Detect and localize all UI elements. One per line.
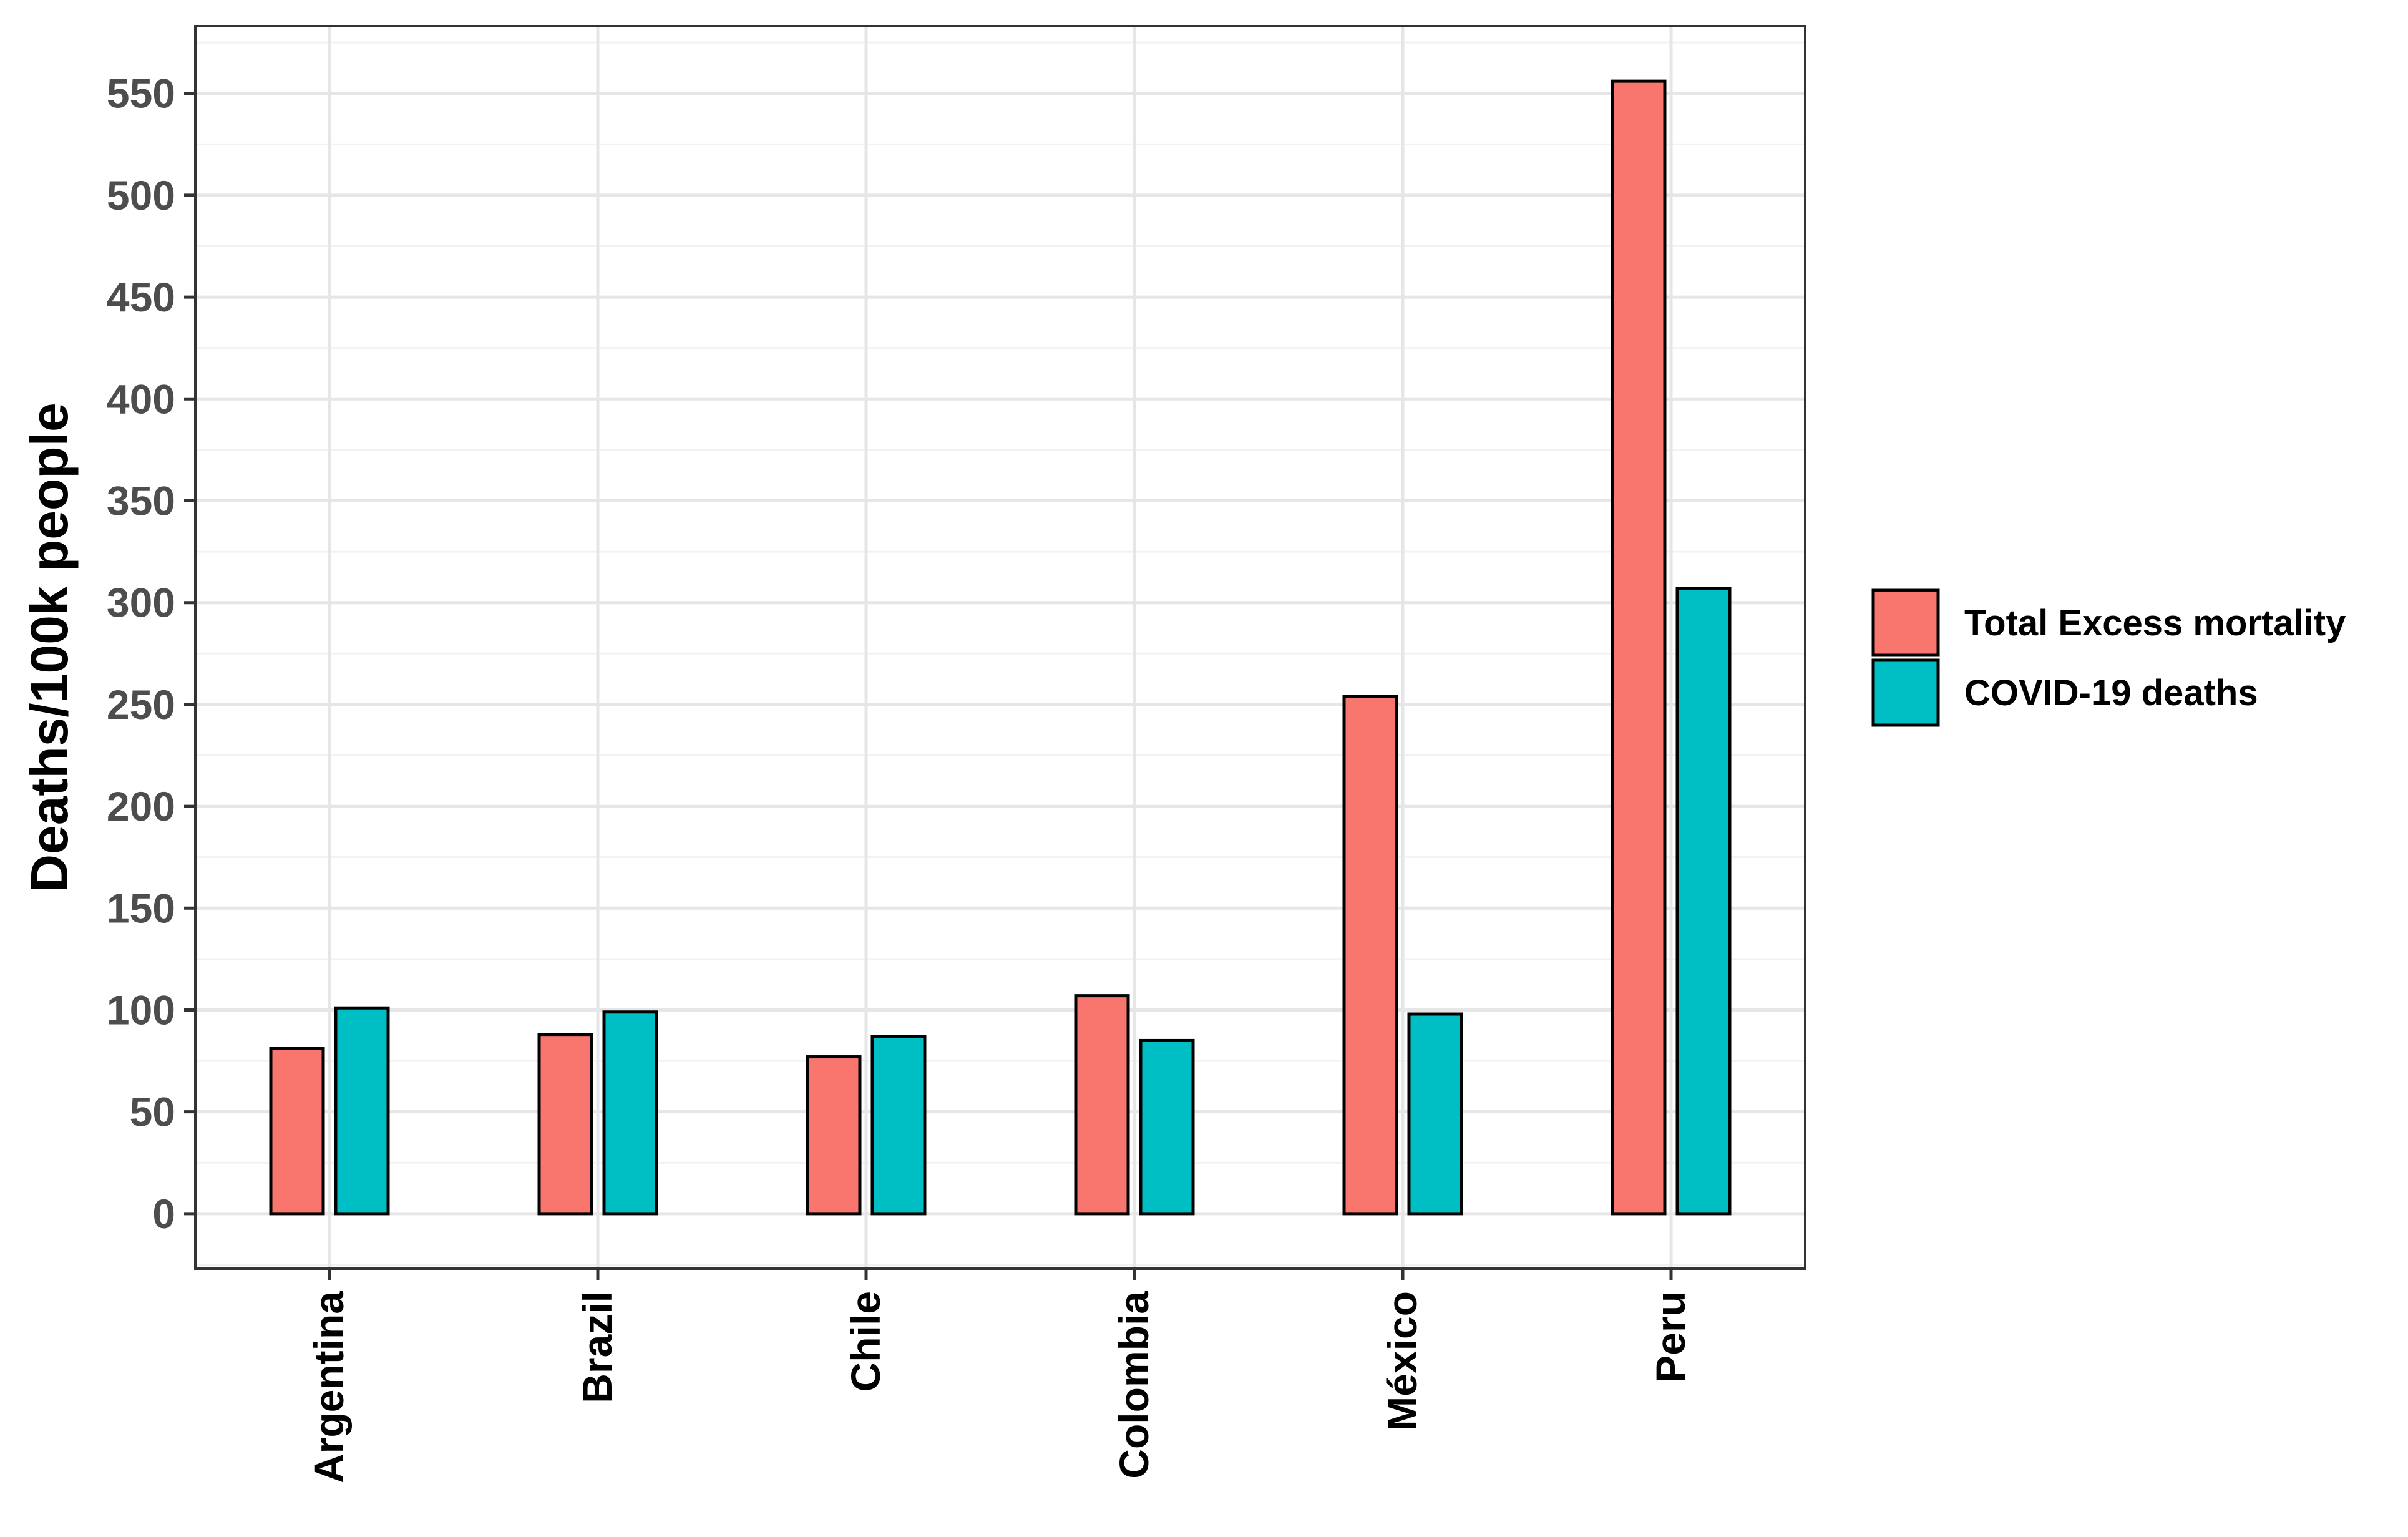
y-axis: 0 50 100 150 200 250 300 350 400 450 500 550: [107, 71, 195, 1237]
bar-covid-deaths: [334, 1006, 390, 1216]
y-tick-label: 0: [152, 1191, 175, 1237]
x-axis: Argentina Brazil Chile Colombia México Peru: [306, 1269, 1694, 1483]
bar-covid-deaths: [1407, 1012, 1463, 1216]
bar-covid-deaths: [1675, 587, 1732, 1216]
y-tick-label: 100: [107, 987, 175, 1033]
legend: Total Excess mortality COVID-19 deaths: [1871, 588, 2346, 727]
y-tick-label: 500: [107, 172, 175, 218]
y-axis-title: Deaths/100k people: [20, 403, 79, 892]
bar-excess-mortality: [806, 1055, 862, 1216]
y-tick-label: 300: [107, 580, 175, 626]
bar-covid-deaths: [602, 1010, 658, 1216]
x-tick-label: Peru: [1647, 1291, 1694, 1383]
x-tick-label: Colombia: [1111, 1291, 1157, 1479]
y-tick-label: 150: [107, 885, 175, 931]
major-gridlines: [195, 26, 1805, 1269]
legend-label: Total Excess mortality: [1964, 603, 2346, 643]
y-tick-label: 450: [107, 274, 175, 320]
y-tick-label: 50: [130, 1089, 175, 1135]
y-tick-label: 400: [107, 376, 175, 422]
x-tick-label: Chile: [842, 1291, 889, 1392]
y-tick-label: 200: [107, 783, 175, 829]
legend-key-excess-mortality: [1871, 588, 1940, 657]
x-tick-label: Argentina: [306, 1291, 352, 1483]
bar-excess-mortality: [1342, 695, 1398, 1216]
bars: [269, 79, 1732, 1216]
minor-gridlines: [195, 41, 1805, 1266]
bar-excess-mortality: [537, 1033, 593, 1216]
y-tick-label: 350: [107, 477, 175, 524]
x-tick-label: México: [1379, 1291, 1425, 1431]
bar-excess-mortality: [1074, 994, 1130, 1216]
plot-panel-border: [194, 25, 1806, 1270]
y-tick-label: 550: [107, 71, 175, 117]
bar-excess-mortality: [1611, 79, 1667, 1216]
bar-excess-mortality: [269, 1047, 325, 1216]
y-tick-label: 250: [107, 681, 175, 728]
legend-label: COVID-19 deaths: [1964, 673, 2258, 713]
x-tick-label: Brazil: [574, 1291, 620, 1403]
bar-covid-deaths: [870, 1035, 927, 1216]
legend-key-covid-deaths: [1871, 658, 1940, 727]
bar-covid-deaths: [1139, 1038, 1195, 1216]
